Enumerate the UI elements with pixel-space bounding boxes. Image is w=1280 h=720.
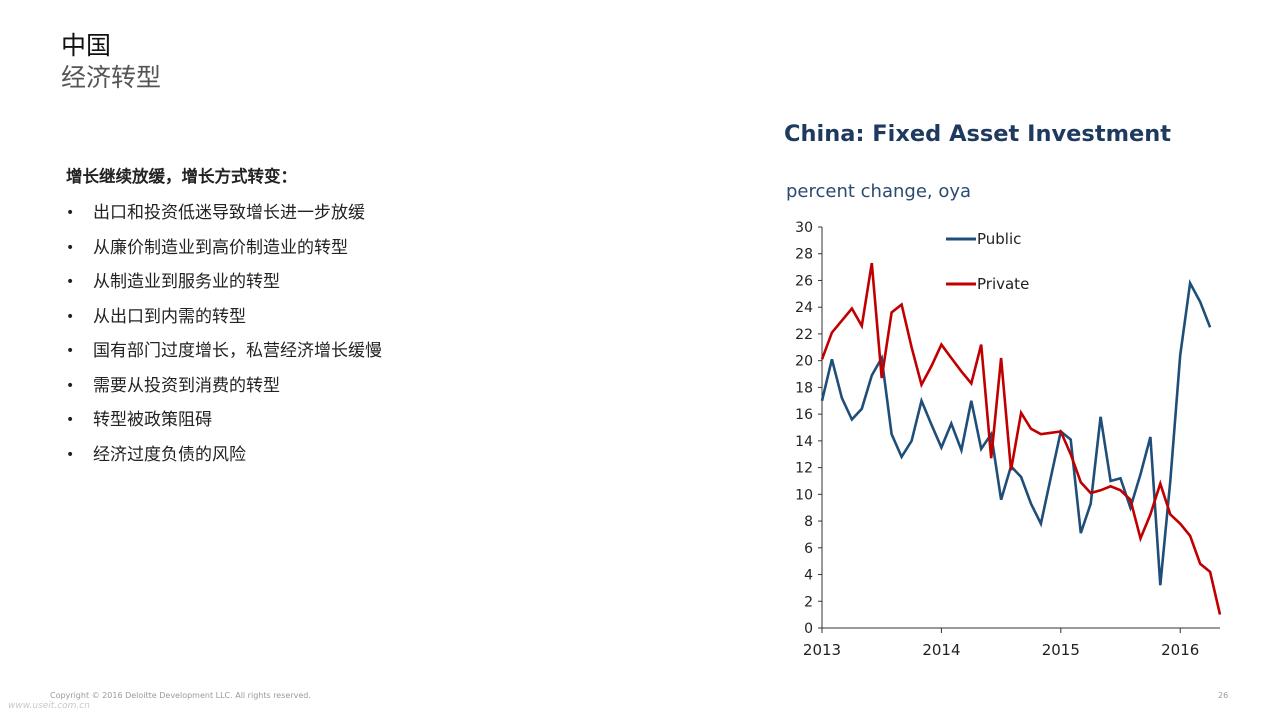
y-tick-label: 16 [795,407,813,423]
x-tick-label: 2015 [1042,641,1080,659]
chart-title: China: Fixed Asset Investment [784,121,1172,147]
y-tick-label: 18 [795,380,813,396]
y-tick-label: 6 [804,541,813,557]
y-tick-label: 22 [795,327,813,343]
bullet-item: • 从制造业到服务业的转型 [66,268,382,303]
chart-y-unit-label: percent change, oya [786,181,972,202]
bullet-item: • 国有部门过度增长，私营经济增长缓慢 [66,337,382,372]
y-tick-label: 20 [795,354,813,370]
y-tick-label: 12 [795,461,813,477]
watermark: www.useit.com.cn [8,701,90,711]
bullet-text: 出口和投资低迷导致增长进一步放缓 [93,203,365,223]
bullet-icon: • [66,239,75,256]
series-line-private [820,262,1222,615]
bullet-icon: • [66,343,75,359]
copyright-notice: Copyright © 2016 Deloitte Development LL… [50,691,311,700]
y-tick-label: 2 [804,594,813,610]
bullet-icon: • [66,308,75,325]
x-tick-label: 2016 [1161,641,1199,659]
bullet-text: 从廉价制造业到高价制造业的转型 [93,237,348,258]
bullet-item: • 出口和投资低迷导致增长进一步放缓 [66,199,382,234]
y-tick-label: 10 [795,487,813,503]
bullet-list: • 出口和投资低迷导致增长进一步放缓 • 从廉价制造业到高价制造业的转型 • 从制造业… [66,199,382,475]
bullet-icon: • [66,412,75,428]
bullet-text: 从制造业到服务业的转型 [93,272,280,292]
bullet-item: • 从廉价制造业到高价制造业的转型 [66,234,382,269]
bullet-text: 从出口到内需的转型 [93,306,246,327]
slide-subtitle: 经济转型 [61,63,162,92]
bullet-item: • 从出口到内需的转型 [66,303,382,338]
x-tick-label: 2013 [803,641,841,659]
legend-label-private: Private [977,275,1029,293]
slide-title: 中国 [61,31,112,60]
bullet-icon: • [66,274,75,290]
y-tick-label: 26 [795,273,813,289]
bullet-text: 转型被政策阻碍 [93,410,212,430]
bullet-icon: • [66,446,75,463]
bullet-item: • 需要从投资到消费的转型 [66,372,382,407]
bullet-icon: • [66,205,75,221]
page-number: 26 [1218,691,1229,700]
bullet-item: • 转型被政策阻碍 [66,406,382,441]
bullet-text: 经济过度负债的风险 [93,444,246,465]
x-tick-label: 2014 [922,641,960,659]
y-tick-label: 30 [795,220,813,236]
y-tick-label: 0 [804,621,813,637]
bullet-text: 国有部门过度增长，私营经济增长缓慢 [93,341,382,361]
series-line-public [820,278,1212,586]
lead-heading: 增长继续放缓，增长方式转变： [66,167,297,186]
y-tick-label: 8 [804,514,813,530]
y-tick-label: 14 [795,434,813,450]
bullet-icon: • [66,377,75,394]
y-tick-label: 4 [804,568,813,584]
legend-label-public: Public [977,230,1021,248]
y-tick-label: 28 [795,247,813,263]
bullet-text: 需要从投资到消费的转型 [93,375,280,396]
y-tick-label: 24 [795,300,813,316]
bullet-item: • 经济过度负债的风险 [66,441,382,476]
